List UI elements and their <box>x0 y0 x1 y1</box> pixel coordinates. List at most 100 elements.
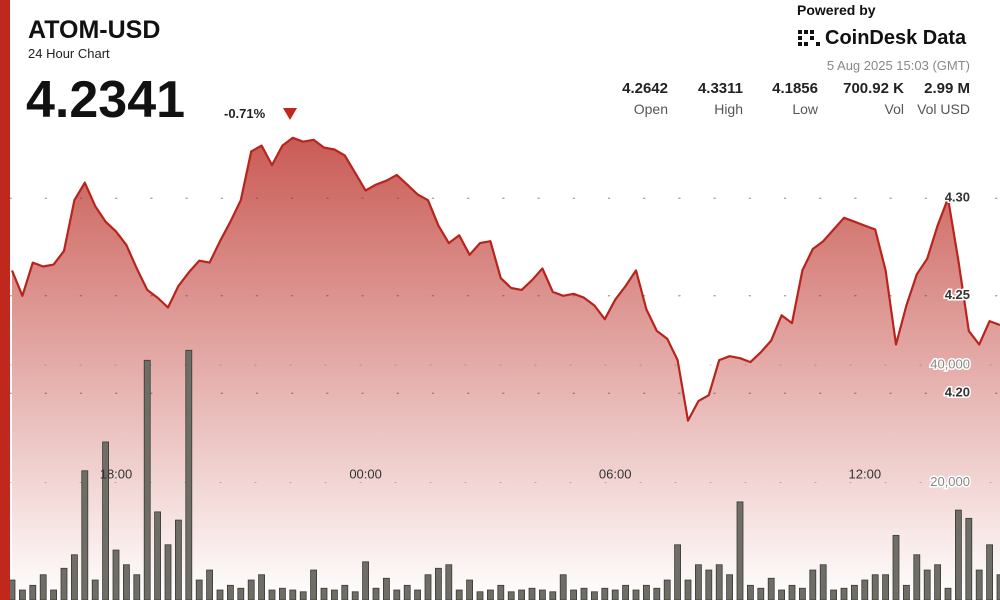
down-arrow <box>283 108 297 120</box>
volume-bar <box>851 584 858 600</box>
volume-bar <box>60 567 68 600</box>
volume-bar <box>955 509 962 600</box>
volume-bar <box>247 579 255 600</box>
price: 4.2341 <box>26 71 186 129</box>
y2-tick-label: 20,000 <box>930 474 970 489</box>
volume-bar <box>310 569 318 600</box>
volume-bar <box>445 564 453 600</box>
volume-bar <box>185 349 193 600</box>
volume-bar <box>934 564 941 600</box>
volume-bar <box>71 554 78 600</box>
volume-bar <box>341 584 349 600</box>
volume-bar <box>278 587 286 600</box>
stat-value: 4.2642 <box>622 80 668 97</box>
volume-bar <box>830 589 837 600</box>
volume-bar <box>570 589 577 600</box>
volume-bar <box>643 584 650 600</box>
volume-bar <box>539 589 546 600</box>
timestamp: 5 Aug 2025 15:03 (GMT) <box>826 58 970 73</box>
powered-by: Powered by <box>797 2 876 18</box>
volume-bar <box>788 584 796 600</box>
stat: 700.92 K Vol <box>843 80 904 117</box>
volume-bar <box>486 589 494 600</box>
volume-bar <box>653 587 661 600</box>
volume-bar <box>986 544 993 600</box>
stat-label: Low <box>792 101 818 117</box>
volume-bar <box>50 589 57 600</box>
volume-bar <box>216 589 224 600</box>
volume-bar <box>466 579 474 600</box>
volume-bar <box>559 574 567 600</box>
volume-bar <box>601 587 609 600</box>
stat: 4.2642 Open <box>622 80 668 117</box>
volume-bar <box>143 359 151 600</box>
title: ATOM-USD <box>28 16 161 44</box>
volume-bar <box>975 569 983 600</box>
volume-bar <box>840 587 848 600</box>
volume-bar <box>39 574 47 600</box>
volume-bar <box>726 574 733 600</box>
volume-bar <box>372 587 380 600</box>
x-tick-label: 12:00 <box>849 466 882 481</box>
volume-bar <box>497 584 505 600</box>
volume-bar <box>382 577 390 600</box>
volume-bar <box>778 589 785 600</box>
stat-value: 2.99 M <box>924 80 970 97</box>
volume-bar <box>903 584 910 600</box>
volume-bar <box>518 589 525 600</box>
x-tick-label: 18:00 <box>100 466 133 481</box>
volume-bar <box>965 517 973 600</box>
brand-logo <box>798 30 820 46</box>
stat-label: Open <box>633 101 668 117</box>
volume-bar <box>174 519 182 600</box>
volume-bar <box>154 511 162 600</box>
volume-bar <box>528 587 536 600</box>
volume-bar <box>705 569 713 600</box>
volume-bar <box>944 587 952 600</box>
y-tick-label: 4.30 <box>945 190 970 205</box>
volume-bar <box>268 589 276 600</box>
y2-tick-label: 40,000 <box>930 356 970 371</box>
volume-bar <box>695 564 702 600</box>
volume-bar <box>684 579 692 600</box>
volume-bar <box>164 544 172 600</box>
volume-bar <box>455 589 463 600</box>
stat: 4.1856 Low <box>772 80 818 117</box>
volume-bar <box>393 589 401 600</box>
volume-bar <box>91 579 99 600</box>
volume-bar <box>892 534 900 600</box>
stat-label: Vol USD <box>917 101 970 117</box>
volume-bar <box>799 587 806 600</box>
volume-bar <box>112 549 120 600</box>
volume-bar <box>819 564 827 600</box>
volume-bar <box>507 591 515 600</box>
stat: 2.99 M Vol USD <box>917 80 970 117</box>
volume-bar <box>320 587 328 600</box>
y-tick-label: 4.20 <box>945 385 970 400</box>
y-tick-label: 4.25 <box>945 287 970 302</box>
volume-bar <box>996 574 1000 600</box>
stat-label: Vol <box>884 101 904 117</box>
volume-bar <box>237 587 245 600</box>
volume-bar <box>29 584 37 600</box>
area <box>12 137 1000 600</box>
volume-bar <box>611 589 619 600</box>
volume-bar <box>882 574 889 600</box>
volume-bar <box>81 470 89 600</box>
volume-bar <box>747 584 754 600</box>
volume-bar <box>476 591 484 600</box>
brand: CoinDesk Data <box>825 27 967 49</box>
volume-bar <box>258 574 266 600</box>
volume-bar <box>580 587 588 600</box>
volume-bar <box>736 501 744 600</box>
volume-bar <box>289 589 297 600</box>
volume-bar <box>913 554 921 600</box>
volume-bar <box>663 579 671 600</box>
volume-bar <box>18 589 26 600</box>
volume-bar <box>591 591 598 600</box>
volume-bar <box>871 574 879 600</box>
accent-bar <box>0 0 10 600</box>
volume-bar <box>923 569 931 600</box>
